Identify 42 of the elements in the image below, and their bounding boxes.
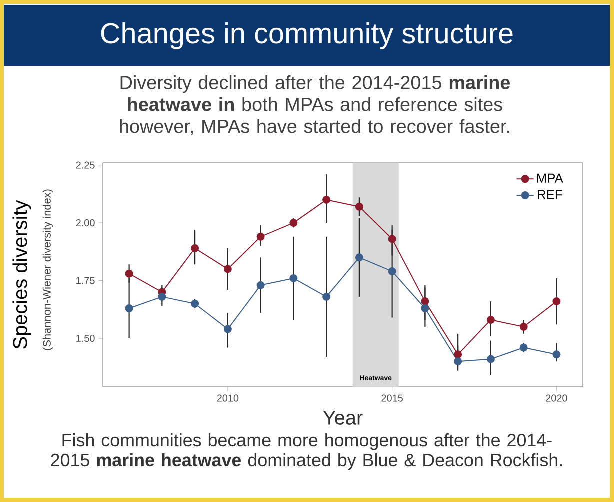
point (520, 344, 528, 352)
y-tick-label: 1.50 (76, 334, 95, 342)
point (290, 219, 298, 228)
y-tick-label: 1.75 (76, 277, 95, 284)
point (486, 355, 495, 364)
chart-title: Changes in community structure (101, 22, 513, 50)
x-tick-label: 2010 (217, 394, 239, 402)
point (322, 292, 331, 301)
point (421, 304, 430, 312)
point (421, 298, 430, 306)
point (520, 322, 528, 331)
point (256, 281, 265, 290)
y-axis-title: Species diversity (12, 200, 32, 349)
point (552, 298, 561, 306)
point (224, 325, 232, 334)
text: (Shannon-Wiener diversity index) (42, 190, 54, 350)
point (388, 268, 396, 276)
point (454, 350, 462, 359)
x-tick-label: 2015 (382, 394, 403, 402)
point (388, 235, 396, 244)
x-axis-title: Year (323, 411, 363, 425)
y-tick-label: 2.00 (76, 220, 95, 227)
legend-label: REF (538, 190, 562, 200)
point (290, 274, 298, 282)
point (552, 350, 561, 359)
point (125, 304, 134, 312)
point (125, 270, 134, 278)
point (191, 244, 200, 252)
point (486, 316, 495, 324)
point (322, 196, 331, 204)
legend-label: MPA (537, 174, 564, 183)
y-tick-label: 2.25 (76, 162, 95, 169)
point (224, 265, 232, 274)
x-tick-label: 2020 (546, 394, 568, 402)
point (256, 232, 265, 241)
point (355, 254, 364, 262)
point (454, 358, 462, 366)
point (191, 300, 200, 308)
point (158, 292, 166, 301)
text: Diversity declined after the 2014-2015 marine heatwave in both MPAs and reference sites however, MPAs have started to recover faster. (120, 76, 510, 136)
text: Fish communities became more homogenous after the 2014-2015 marine heatwave dominated by Blue & Deacon Rockfish. (51, 434, 562, 470)
point (355, 202, 364, 211)
